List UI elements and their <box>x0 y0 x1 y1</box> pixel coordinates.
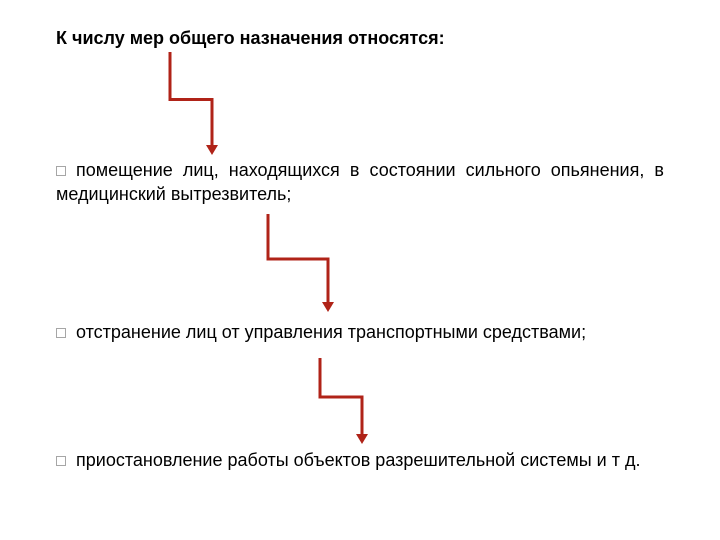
square-bullet-icon <box>56 166 66 176</box>
square-bullet-icon <box>56 456 66 466</box>
elbow-arrow <box>314 358 376 455</box>
list-item: отстранение лиц от управления транспортн… <box>56 320 664 344</box>
list-item: помещение лиц, находящихся в состоянии с… <box>56 158 664 207</box>
page-title: К числу мер общего назначения относятся: <box>56 28 664 49</box>
square-bullet-icon <box>56 328 66 338</box>
elbow-arrow <box>164 52 226 166</box>
list-item-text: помещение лиц, находящихся в состоянии с… <box>56 160 664 204</box>
elbow-arrow <box>262 214 342 323</box>
list-item-text: отстранение лиц от управления транспортн… <box>76 322 586 342</box>
